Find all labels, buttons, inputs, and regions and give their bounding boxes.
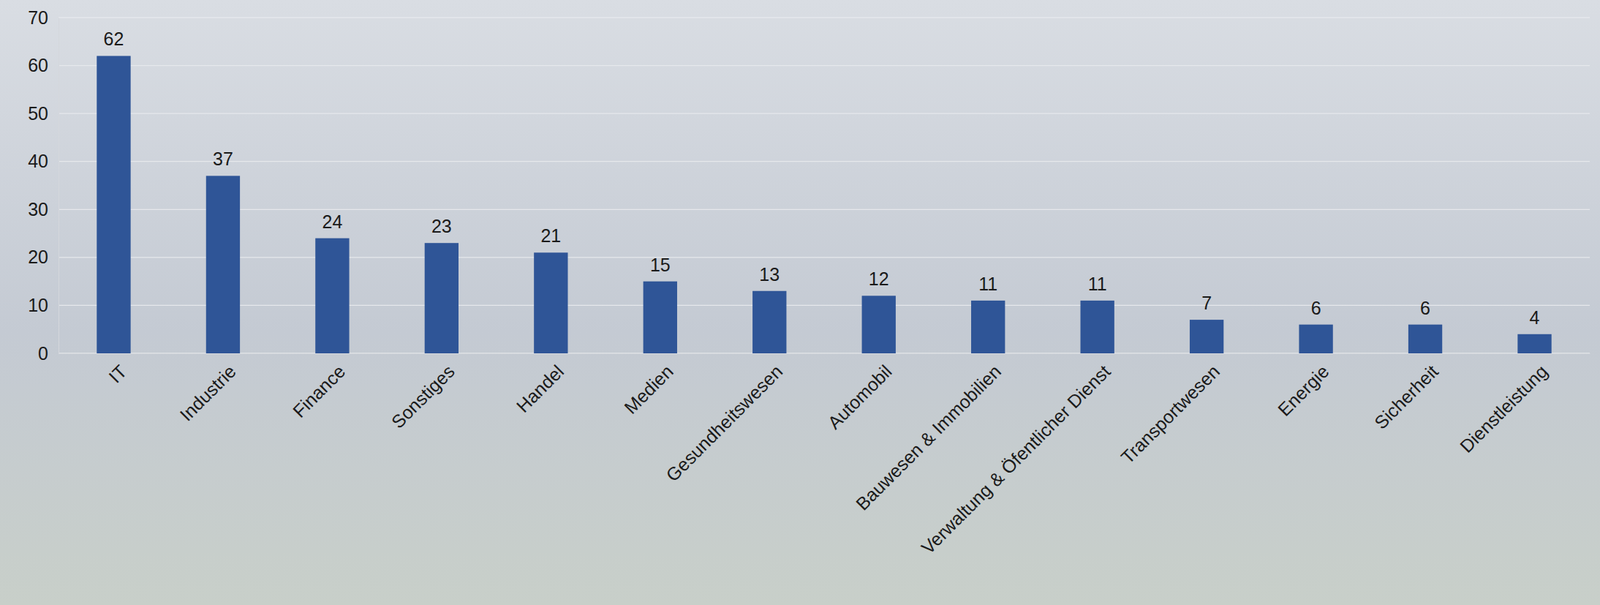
x-tick-label: Industrie [175, 360, 240, 425]
y-tick: 30 [27, 198, 59, 220]
data-label: 11 [1088, 273, 1108, 294]
data-label: 23 [431, 215, 452, 237]
grid-line [58, 304, 1590, 306]
bar [96, 55, 131, 354]
y-axis: 0 10 20 30 40 50 60 70 [27, 7, 59, 364]
grid-line [58, 352, 1590, 354]
x-tick-label: Energie [1273, 360, 1334, 420]
y-axis-line [58, 18, 60, 354]
y-tick-label: 60 [27, 54, 49, 76]
x-axis-line [59, 353, 1591, 354]
x-tick: Industrie [175, 353, 240, 425]
data-label: 13 [759, 263, 780, 285]
data-label: 11 [978, 273, 998, 294]
y-tick-label: 20 [27, 246, 49, 267]
bar [533, 252, 568, 354]
x-tick: Energie [1273, 353, 1334, 420]
data-label: 4 [1529, 307, 1541, 328]
data-labels: 62 37 24 23 21 15 13 12 11 11 7 6 6 4 [103, 28, 1541, 327]
x-tick-label: Automobil [823, 360, 896, 433]
grid-line [58, 256, 1590, 258]
bars [96, 55, 1552, 354]
y-tick-label: 70 [27, 7, 49, 28]
data-label: 6 [1420, 297, 1431, 319]
x-tick: Handel [511, 353, 568, 417]
data-label: 12 [868, 268, 890, 289]
y-tick-label: 10 [27, 294, 49, 316]
x-axis: IT Industrie Finance Sonstiges Handel MedienG… [59, 353, 1591, 558]
x-tick: IT [104, 353, 131, 387]
x-tick: Sonstiges [386, 353, 458, 433]
x-tick: Gesundheitswesen [661, 353, 787, 485]
y-tick-label: 40 [27, 150, 49, 172]
x-tick: Finance [288, 353, 350, 422]
grid-line [58, 65, 1590, 66]
x-tick: Medien [620, 353, 678, 418]
bar [1080, 300, 1114, 354]
grid-line [58, 160, 1590, 162]
x-tick: Automobil [823, 353, 896, 433]
bar [971, 300, 1005, 354]
data-label: 6 [1311, 297, 1322, 319]
y-tick: 20 [27, 246, 59, 267]
grid [58, 17, 1590, 354]
bar [424, 242, 459, 354]
bar [1517, 334, 1552, 354]
y-tick: 40 [27, 150, 59, 172]
data-label: 7 [1201, 292, 1212, 313]
bar [315, 238, 349, 354]
x-tick-label: Medien [620, 360, 678, 418]
x-tick-label: Gesundheitswesen [661, 360, 787, 485]
data-label: 21 [540, 225, 561, 246]
grid-line [58, 209, 1590, 210]
background [0, 0, 1600, 605]
x-tick-label: Dienstleistung [1455, 360, 1552, 457]
y-tick: 0 [38, 342, 59, 364]
x-tick: Dienstleistung [1455, 353, 1552, 457]
y-tick-label: 0 [38, 342, 49, 364]
y-tick: 10 [27, 294, 59, 316]
x-tick-label: IT [104, 360, 131, 387]
y-tick: 50 [27, 103, 59, 124]
x-tick-label: Finance [288, 360, 350, 422]
x-tick-label: Sonstiges [386, 360, 458, 432]
bar [1408, 324, 1443, 354]
bar [643, 281, 678, 354]
y-tick: 70 [27, 7, 59, 28]
x-tick-label: Verwaltung & Öfentlicher Dienst [917, 360, 1114, 558]
x-tick: Transportwesen [1116, 353, 1224, 468]
x-tick: Sicherheit [1370, 353, 1443, 433]
data-label: 37 [212, 148, 234, 169]
bar [206, 175, 240, 354]
y-tick-label: 50 [27, 103, 49, 124]
grid-line [58, 112, 1590, 114]
data-label: 62 [103, 28, 125, 49]
data-label: 15 [650, 254, 671, 275]
bar [752, 291, 787, 354]
y-tick-label: 30 [27, 198, 49, 220]
bar [1189, 319, 1224, 354]
data-label: 24 [322, 211, 343, 232]
bar [862, 295, 896, 354]
x-tick-label: Handel [511, 360, 568, 417]
bar [1298, 324, 1333, 354]
x-tick: Verwaltung & Öfentlicher Dienst [917, 353, 1114, 558]
chart: 0 10 20 30 40 50 60 70 IT Industrie Finance Sonstig… [0, 0, 1600, 605]
x-tick-label: Sicherheit [1370, 360, 1443, 433]
grid-line [58, 16, 1590, 18]
y-tick: 60 [27, 54, 59, 76]
x-tick-label: Transportwesen [1116, 360, 1224, 468]
